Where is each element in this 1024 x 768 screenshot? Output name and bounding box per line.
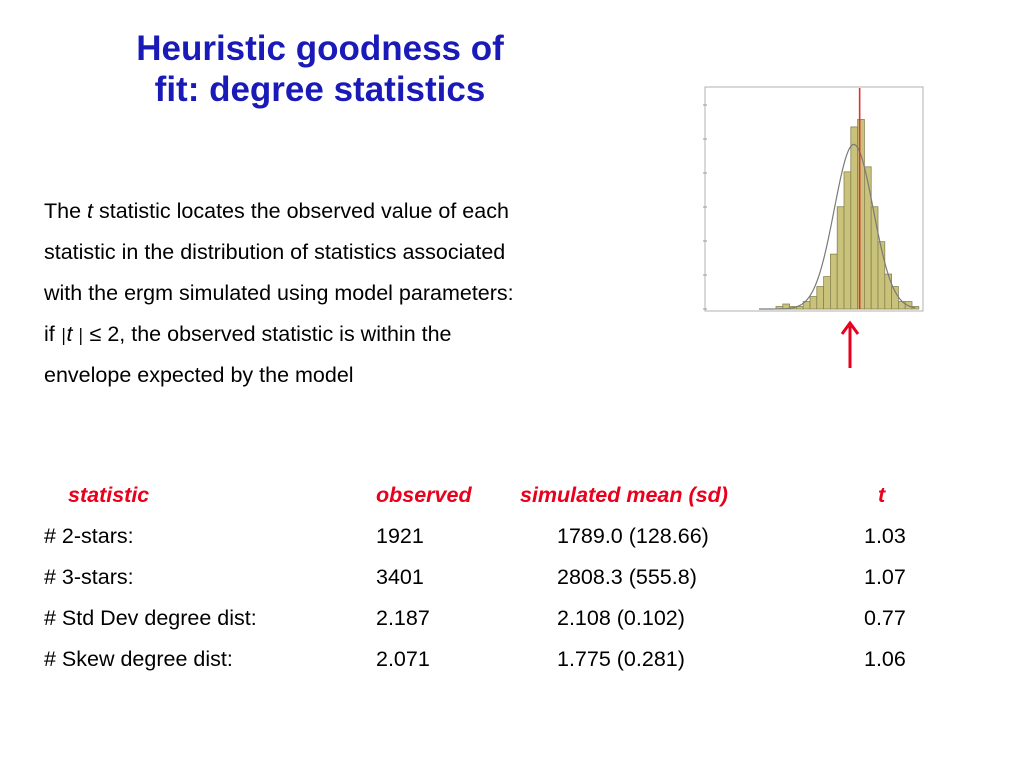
explanation-paragraph: The t statistic locates the observed val… — [44, 196, 684, 401]
cell-t: 1.06 — [864, 647, 906, 671]
statistics-table: statistic observed simulated mean (sd) t… — [0, 480, 1024, 685]
histogram-bar — [843, 171, 852, 310]
histogram-bar — [850, 126, 859, 310]
table-header: statistic observed simulated mean (sd) t — [0, 480, 1024, 521]
para-text: if — [44, 322, 61, 346]
histogram-bar — [823, 276, 831, 310]
cell-statistic: # 2-stars: — [44, 524, 134, 548]
table-row: # Skew degree dist: 2.071 1.775 (0.281) … — [0, 644, 1024, 685]
para-text: The — [44, 199, 88, 223]
cell-simulated: 2.108 (0.102) — [557, 606, 685, 630]
para-line-1: The t statistic locates the observed val… — [44, 196, 684, 237]
histogram-bar — [884, 273, 893, 310]
abs-bar: | — [72, 326, 84, 346]
histogram-bar — [891, 286, 899, 310]
histogram-bar — [857, 119, 865, 310]
cell-observed: 2.071 — [376, 647, 430, 671]
histogram-bar — [877, 241, 886, 310]
table-row: # Std Dev degree dist: 2.187 2.108 (0.10… — [0, 603, 1024, 644]
cell-observed: 3401 — [376, 565, 424, 589]
histogram-bar — [816, 286, 825, 310]
cell-t: 1.03 — [864, 524, 906, 548]
t-symbol: t — [87, 199, 94, 223]
table-row: # 2-stars: 1921 1789.0 (128.66) 1.03 — [0, 521, 1024, 562]
title-line-1: Heuristic goodness of — [136, 29, 504, 68]
red-up-arrow-icon — [840, 320, 860, 368]
histogram-bar — [809, 296, 818, 310]
title-line-2: fit: degree statistics — [154, 70, 486, 109]
cell-simulated: 2808.3 (555.8) — [557, 565, 697, 589]
para-line-3: with the ergm simulated using model para… — [44, 281, 514, 305]
header-observed: observed — [376, 483, 472, 507]
chart-frame — [704, 86, 924, 312]
header-simulated: simulated mean (sd) — [520, 483, 728, 507]
para-line-2: statistic in the distribution of statist… — [44, 240, 506, 264]
header-statistic: statistic — [68, 483, 150, 507]
cell-simulated: 1.775 (0.281) — [557, 647, 685, 671]
normal-curve — [759, 143, 916, 310]
cell-t: 0.77 — [864, 606, 906, 630]
t-symbol: t — [66, 322, 73, 346]
para-text: statistic locates the observed value of … — [93, 199, 509, 223]
para-line-5: envelope expected by the model — [44, 363, 354, 387]
histogram-bar — [870, 206, 879, 310]
cell-observed: 1921 — [376, 524, 424, 548]
cell-simulated: 1789.0 (128.66) — [557, 524, 709, 548]
slide-title: Heuristic goodness of fit: degree statis… — [60, 28, 580, 110]
cell-statistic: # Skew degree dist: — [44, 647, 233, 671]
header-t: t — [878, 483, 886, 507]
cell-observed: 2.187 — [376, 606, 430, 630]
para-text: ≤ 2, the observed statistic is within th… — [83, 322, 452, 346]
cell-statistic: # Std Dev degree dist: — [44, 606, 257, 630]
abs-bar: | — [60, 326, 67, 346]
histogram-bar — [863, 166, 872, 310]
cell-t: 1.07 — [864, 565, 906, 589]
histogram-chart — [703, 86, 924, 312]
cell-statistic: # 3-stars: — [44, 565, 134, 589]
histogram-bar — [836, 206, 845, 310]
table-row: # 3-stars: 3401 2808.3 (555.8) 1.07 — [0, 562, 1024, 603]
histogram-bar — [829, 253, 838, 310]
para-line-4: if |t | ≤ 2, the observed statistic is w… — [44, 319, 684, 360]
